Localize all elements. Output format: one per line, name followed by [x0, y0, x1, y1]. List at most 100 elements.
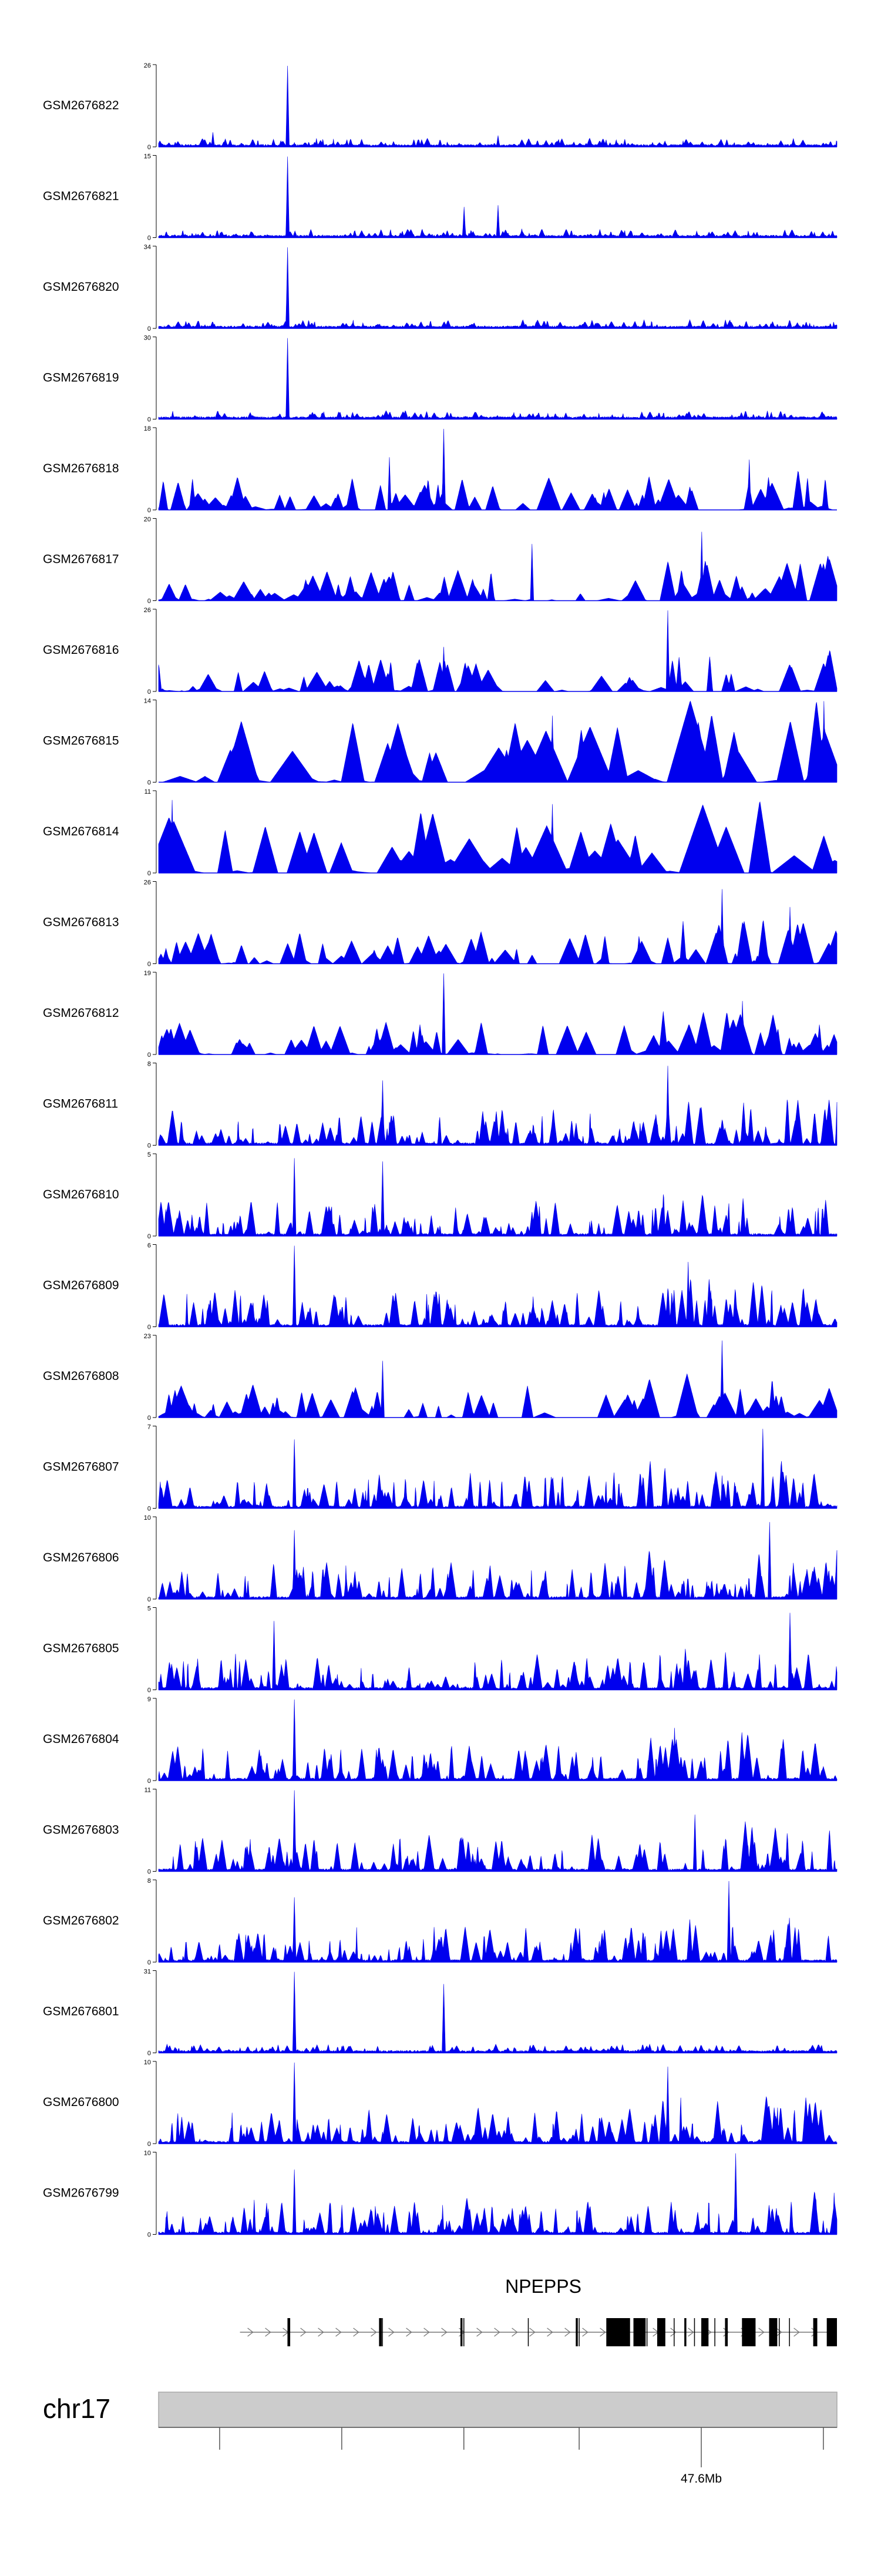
y-tick-label-min: 0	[147, 507, 151, 514]
y-tick-label-min: 0	[147, 1233, 151, 1240]
exon	[684, 2318, 687, 2346]
y-tick-label-max: 19	[144, 970, 151, 977]
track-label: GSM2676815	[43, 734, 119, 748]
coverage-area	[158, 1158, 838, 1237]
exon	[606, 2318, 630, 2346]
y-tick-label-max: 26	[144, 62, 151, 69]
y-tick-label-max: 14	[144, 698, 151, 705]
y-tick-label-min: 0	[147, 2141, 151, 2148]
coverage-area	[158, 247, 838, 329]
y-tick-label-min: 0	[147, 1869, 151, 1876]
track-GSM2676804: GSM2676804 9 0	[43, 1696, 838, 1785]
strand-arrow	[318, 2328, 324, 2337]
coverage-area	[158, 1245, 838, 1327]
y-tick-label-min: 0	[147, 1052, 151, 1059]
coverage-area	[158, 1429, 838, 1509]
strand-arrow	[529, 2328, 536, 2337]
track-GSM2676803: GSM2676803 11 0	[43, 1787, 838, 1876]
exon	[769, 2318, 778, 2346]
coverage-area	[158, 2062, 838, 2144]
strand-arrow	[353, 2328, 359, 2337]
y-tick-label-max: 26	[144, 879, 151, 886]
coverage-area	[158, 1699, 838, 1781]
chromosome-label: chr17	[43, 2393, 110, 2424]
exon	[287, 2318, 291, 2346]
track-label: GSM2676799	[43, 2187, 119, 2200]
coverage-area	[158, 1790, 838, 1872]
exon	[576, 2318, 578, 2346]
coverage-area	[158, 65, 838, 147]
track-label: GSM2676800	[43, 2095, 119, 2109]
y-tick-label-max: 15	[144, 153, 151, 160]
track-GSM2676821: GSM2676821 15 0	[43, 153, 838, 242]
y-tick-label-min: 0	[147, 870, 151, 877]
y-tick-label-max: 11	[144, 788, 151, 795]
strand-arrow	[547, 2328, 553, 2337]
y-tick-label-min: 0	[147, 961, 151, 968]
y-tick-label-min: 0	[147, 235, 151, 242]
y-tick-label-max: 5	[147, 1151, 151, 1158]
coverage-area	[158, 1613, 838, 1690]
exon	[460, 2318, 463, 2346]
exon	[813, 2318, 818, 2346]
y-tick-label-max: 31	[144, 1969, 151, 1976]
track-label: GSM2676809	[43, 1279, 119, 1292]
exon	[701, 2318, 708, 2346]
track-label: GSM2676819	[43, 371, 119, 385]
track-GSM2676808: GSM2676808 23 0	[43, 1333, 838, 1422]
coverage-area	[158, 1972, 838, 2053]
track-GSM2676822: GSM2676822 26 0	[43, 62, 838, 151]
strand-arrow	[582, 2328, 589, 2337]
y-tick-label-min: 0	[147, 417, 151, 424]
track-GSM2676814: GSM2676814 11 0	[43, 788, 838, 877]
track-GSM2676799: GSM2676799 10 0	[43, 2150, 838, 2239]
y-tick-label-min: 0	[147, 2232, 151, 2239]
track-label: GSM2676820	[43, 280, 119, 294]
coverage-area	[158, 800, 838, 874]
track-label: GSM2676812	[43, 1006, 119, 1020]
y-tick-label-max: 11	[144, 1787, 151, 1794]
exon	[657, 2318, 665, 2346]
track-label: GSM2676806	[43, 1551, 119, 1564]
track-GSM2676813: GSM2676813 26 0	[43, 879, 838, 968]
track-label: GSM2676804	[43, 1732, 119, 1746]
track-GSM2676800: GSM2676800 10 0	[43, 2059, 838, 2148]
axis-tick-label: 47.6Mb	[681, 2472, 722, 2486]
gene-track: NPEPPS	[240, 2276, 837, 2346]
strand-arrow	[776, 2328, 782, 2337]
track-GSM2676818: GSM2676818 18 0	[43, 425, 837, 514]
track-GSM2676815: GSM2676815 14 0	[43, 698, 838, 787]
y-tick-label-max: 18	[144, 425, 151, 432]
coverage-area	[158, 1340, 838, 1418]
track-GSM2676802: GSM2676802 8 0	[43, 1878, 838, 1966]
track-label: GSM2676822	[43, 99, 119, 112]
strand-arrow	[793, 2328, 800, 2337]
strand-arrow	[406, 2328, 412, 2337]
y-tick-label-max: 10	[144, 2150, 151, 2157]
track-label: GSM2676817	[43, 553, 119, 566]
y-tick-label-max: 30	[144, 335, 151, 342]
coverage-area	[158, 2153, 838, 2235]
y-tick-label-min: 0	[147, 598, 151, 605]
y-tick-label-min: 0	[147, 1687, 151, 1694]
exon	[725, 2318, 728, 2346]
y-tick-label-min: 0	[147, 688, 151, 696]
strand-arrow	[441, 2328, 448, 2337]
coverage-area	[158, 338, 838, 419]
y-tick-label-max: 23	[144, 1333, 151, 1340]
track-GSM2676817: GSM2676817 20 0	[43, 516, 838, 605]
strand-arrow	[688, 2328, 694, 2337]
track-label: GSM2676811	[43, 1097, 118, 1111]
y-tick-label-max: 8	[147, 1061, 151, 1068]
strand-arrow	[494, 2328, 500, 2337]
coverage-area	[158, 156, 838, 238]
y-tick-label-min: 0	[147, 1959, 151, 1966]
strand-arrow	[670, 2328, 677, 2337]
y-tick-label-max: 6	[147, 1242, 151, 1250]
y-tick-label-max: 7	[147, 1424, 151, 1431]
y-tick-label-max: 9	[147, 1696, 151, 1703]
y-tick-label-max: 26	[144, 607, 151, 614]
track-GSM2676810: GSM2676810 5 0	[43, 1151, 838, 1240]
coverage-area	[158, 532, 838, 601]
track-label: GSM2676807	[43, 1460, 119, 1474]
